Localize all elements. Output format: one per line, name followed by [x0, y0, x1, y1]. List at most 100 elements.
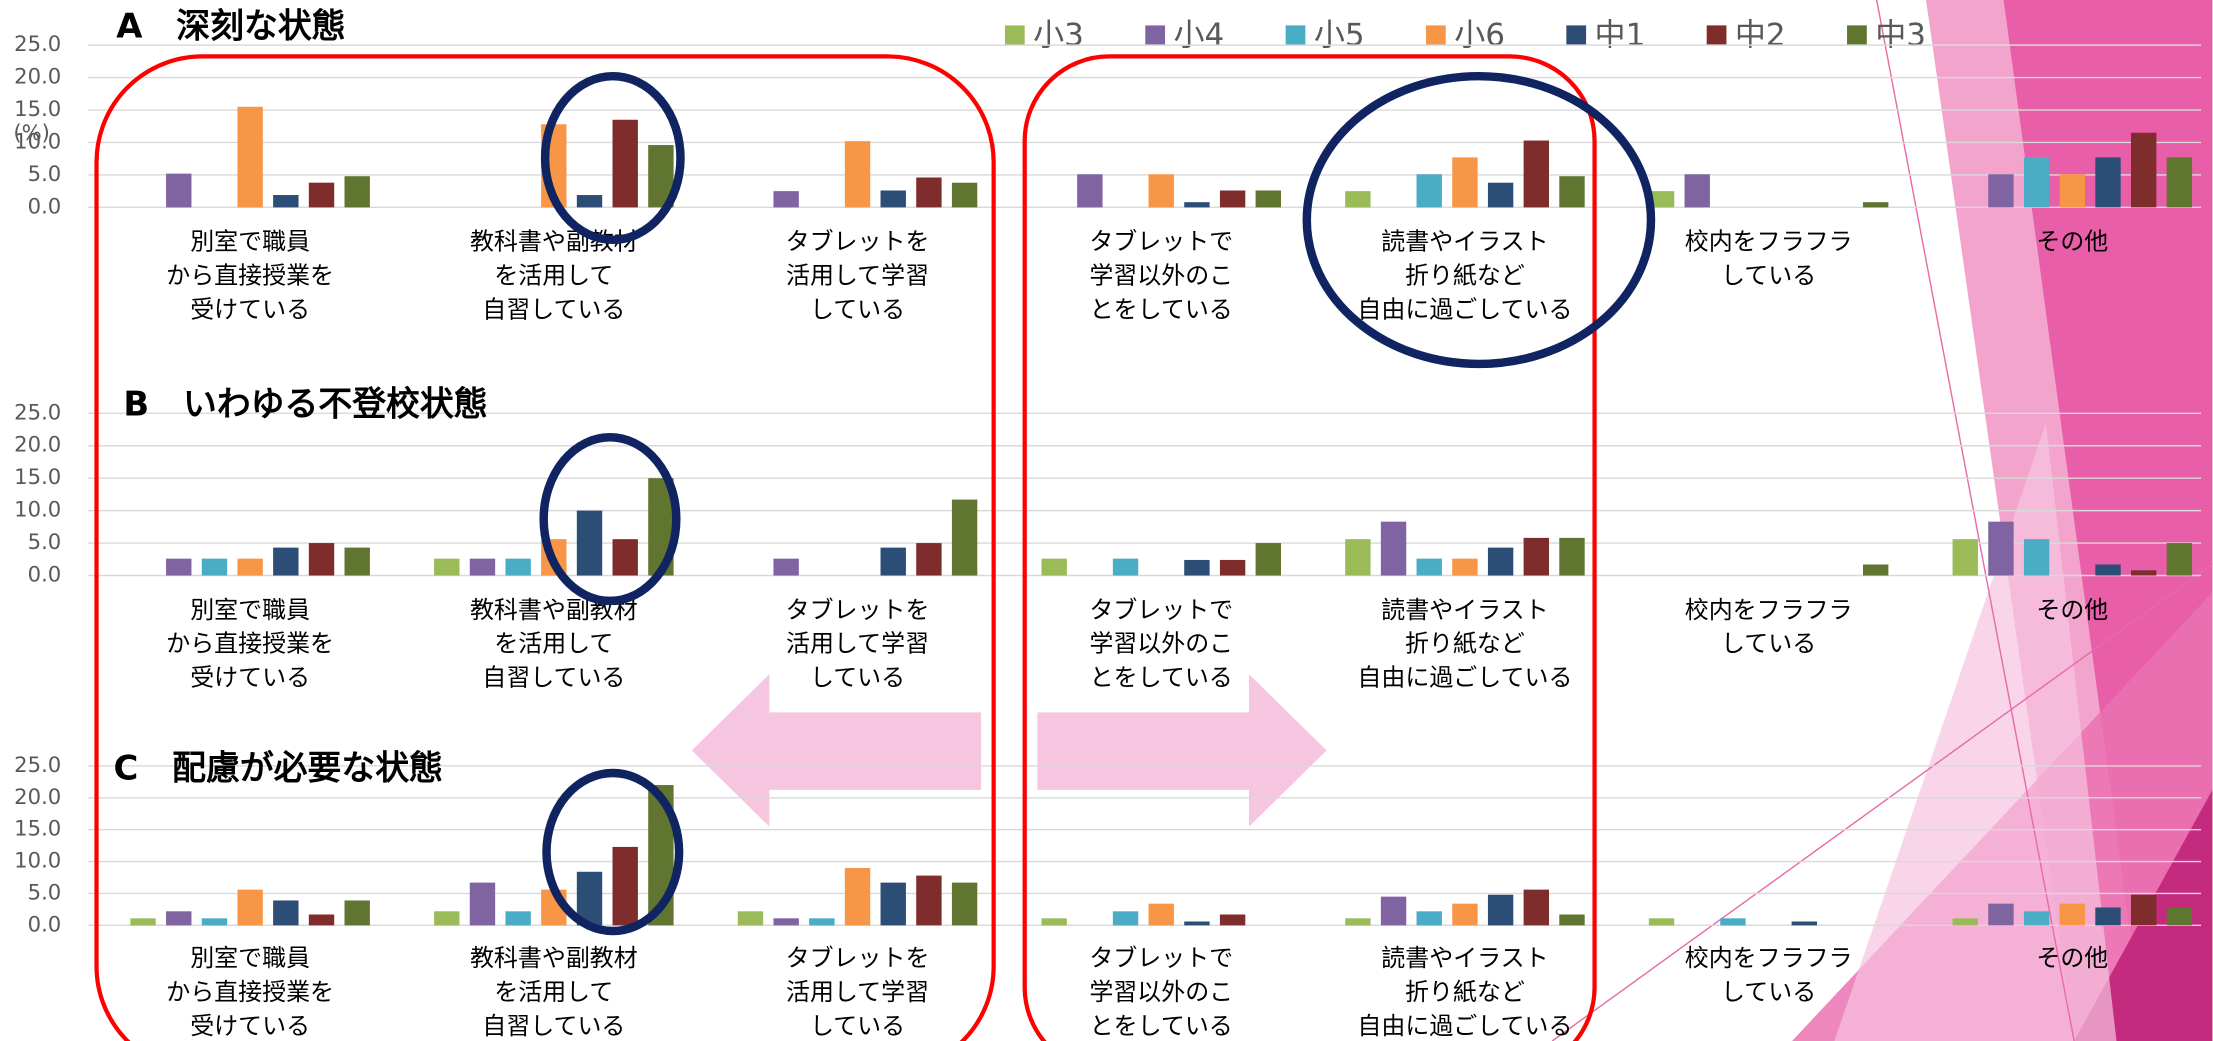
- bar: [2024, 911, 2049, 925]
- category-label: 活用して学習: [786, 630, 929, 658]
- legend-swatch: [1005, 25, 1025, 45]
- bar: [345, 548, 370, 576]
- category-label: 折り紙など: [1405, 630, 1525, 658]
- category-label: している: [810, 295, 905, 323]
- bar: [952, 183, 977, 208]
- bar: [1220, 190, 1245, 207]
- bar: [273, 900, 298, 925]
- category-label: 学習以外のこ: [1089, 630, 1233, 658]
- category-label: を活用して: [494, 261, 613, 289]
- bar: [1417, 911, 1442, 925]
- category-label: 読書やイラスト: [1381, 944, 1548, 972]
- bar: [345, 900, 370, 925]
- bar: [434, 559, 459, 576]
- bar: [881, 190, 906, 207]
- category-label: を活用して: [494, 630, 613, 658]
- arrow-right: [1037, 674, 1326, 826]
- y-tick-label: 20.0: [14, 64, 61, 89]
- bar: [1559, 914, 1584, 925]
- bar: [2095, 157, 2120, 207]
- category-label: タブレットで: [1089, 596, 1233, 624]
- chart-title: A 深刻な状態: [116, 7, 345, 46]
- bar: [2095, 907, 2120, 925]
- bar: [1184, 560, 1209, 576]
- bar: [1345, 539, 1370, 575]
- bar: [577, 511, 602, 576]
- y-tick-label: 10.0: [14, 848, 61, 873]
- bar: [1524, 141, 1549, 208]
- bar: [166, 559, 191, 576]
- bar: [166, 911, 191, 925]
- bar: [434, 911, 459, 925]
- bar: [916, 876, 941, 926]
- legend-swatch: [1566, 25, 1586, 45]
- category-label: タブレットを: [786, 228, 930, 256]
- bar: [1988, 174, 2013, 207]
- legend-swatch: [1145, 25, 1165, 45]
- category-label: している: [1721, 978, 1816, 1006]
- legend-swatch: [1426, 25, 1446, 45]
- category-label: タブレットで: [1089, 944, 1233, 972]
- bar: [237, 559, 262, 576]
- y-tick-label: 5.0: [28, 529, 62, 554]
- bar: [309, 543, 334, 575]
- bar: [1559, 176, 1584, 207]
- category-label: その他: [2036, 228, 2108, 256]
- y-tick-label: 25.0: [14, 399, 61, 424]
- y-tick-label: 10.0: [14, 497, 61, 522]
- category-label: とをしている: [1090, 1012, 1233, 1040]
- bar: [1792, 922, 1817, 926]
- category-label: 校内をフラフラ: [1685, 944, 1853, 972]
- bar: [2024, 157, 2049, 207]
- category-label: 読書やイラスト: [1381, 596, 1548, 624]
- bar: [470, 883, 495, 926]
- y-tick-label: 0.0: [28, 562, 62, 587]
- bar: [773, 191, 798, 207]
- category-label: 学習以外のこ: [1089, 261, 1233, 289]
- y-tick-label: 0.0: [28, 911, 62, 936]
- bar: [1488, 895, 1513, 926]
- bar: [613, 539, 638, 575]
- bar: [470, 559, 495, 576]
- bar: [237, 890, 262, 926]
- category-label: タブレットで: [1089, 228, 1233, 256]
- arrow-left: [692, 674, 981, 826]
- y-tick-label: 0.0: [28, 193, 62, 218]
- category-label: から直接授業を: [166, 630, 334, 658]
- bar: [845, 141, 870, 207]
- category-label: している: [1721, 261, 1816, 289]
- category-label: 受けている: [190, 663, 310, 691]
- legend-label: 小6: [1454, 18, 1505, 54]
- bar: [202, 918, 227, 925]
- y-tick-label: 15.0: [14, 464, 61, 489]
- bar: [1452, 157, 1477, 207]
- bar: [1452, 559, 1477, 576]
- chart-title: B いわゆる不登校状態: [123, 385, 487, 424]
- bar: [2167, 157, 2192, 207]
- bar: [1149, 904, 1174, 926]
- bar: [2131, 133, 2156, 208]
- bar: [1720, 918, 1745, 925]
- bar: [1113, 911, 1138, 925]
- bar: [1220, 914, 1245, 925]
- bar: [2131, 570, 2156, 575]
- y-tick-label: 5.0: [28, 879, 62, 904]
- y-axis-label: (%): [13, 120, 50, 145]
- legend-label: 小5: [1314, 18, 1365, 54]
- bar: [916, 543, 941, 575]
- y-tick-label: 20.0: [14, 784, 61, 809]
- bar: [202, 559, 227, 576]
- bar: [1041, 918, 1066, 925]
- bar: [1524, 538, 1549, 576]
- bar: [237, 107, 262, 208]
- bar: [881, 883, 906, 926]
- bar: [1488, 548, 1513, 576]
- bar: [1953, 918, 1978, 925]
- category-label: タブレットを: [786, 944, 930, 972]
- bar: [2167, 907, 2192, 925]
- y-tick-label: 5.0: [28, 161, 62, 186]
- chart-title: C 配慮が必要な状態: [113, 749, 442, 788]
- bar: [2024, 539, 2049, 575]
- category-label: タブレットを: [786, 596, 930, 624]
- category-label: 自由に過ごしている: [1357, 663, 1572, 691]
